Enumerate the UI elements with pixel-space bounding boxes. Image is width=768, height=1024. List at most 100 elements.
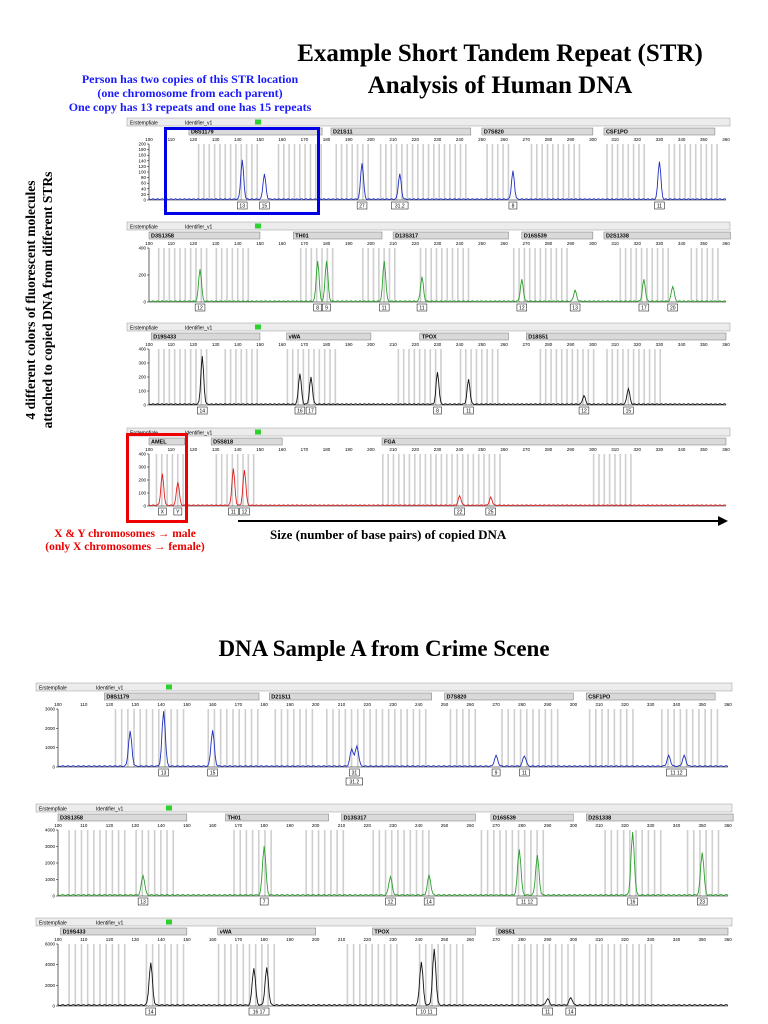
x-tick-label: 330 (656, 241, 664, 246)
x-tick-label: 130 (212, 447, 220, 452)
allele-bin (592, 454, 595, 506)
allele-box (463, 406, 474, 415)
allele-bin (220, 454, 223, 506)
x-tick-label: 320 (633, 342, 641, 347)
allele-box (454, 507, 465, 516)
allele-bin (561, 944, 563, 1006)
size-arrow (238, 516, 728, 526)
allele-bin (307, 349, 310, 405)
panel-header-id: Identifier_v1 (185, 431, 212, 437)
allele-bin (542, 944, 545, 1006)
allele-bin (277, 144, 280, 200)
allele-bin (189, 349, 192, 405)
locus-label: CSF1PO (588, 695, 611, 701)
allele-box (294, 406, 306, 415)
allele-box (508, 201, 518, 210)
allele-bin (635, 248, 638, 302)
locus-label: D19S433 (63, 930, 86, 936)
allele-bin (711, 248, 714, 302)
x-tick-label: 150 (256, 137, 264, 142)
allele-bin (313, 349, 315, 405)
x-tick-label: 150 (256, 447, 264, 452)
allele-bin (613, 709, 616, 767)
allele-bin (358, 944, 361, 1006)
allele-bin (378, 830, 381, 896)
x-tick-label: 300 (589, 241, 597, 246)
allele-bin (182, 944, 185, 1006)
locus-label: D8S1179 (191, 130, 214, 136)
allele-bin (640, 248, 643, 302)
allele-bin (573, 144, 575, 200)
annotation-two-copies: Person has two copies of this STR locati… (40, 72, 340, 114)
allele-bin (233, 830, 235, 896)
x-tick-label: 340 (678, 342, 686, 347)
annotation-line: One copy has 13 repeats and one has 15 r… (68, 100, 312, 114)
allele-label: 17 (308, 409, 314, 415)
allele-bin (486, 349, 488, 405)
allele-bin (388, 248, 391, 302)
allele-bin (438, 144, 440, 200)
allele-label: 11 12 (521, 900, 533, 906)
allele-bin (226, 248, 228, 302)
allele-bin (679, 709, 682, 767)
allele-bin (387, 454, 389, 506)
allele-bin (157, 709, 160, 767)
side-label-line: 4 different colors of fluorescent molecu… (23, 180, 38, 420)
allele-bin (236, 454, 239, 506)
allele-bin (578, 144, 581, 200)
allele-bin (544, 349, 547, 405)
x-tick-label: 230 (434, 137, 442, 142)
allele-bin (632, 944, 634, 1006)
allele-bin (567, 144, 570, 200)
allele-bin (512, 248, 515, 302)
allele-bin (427, 144, 430, 200)
allele-box (173, 507, 183, 516)
allele-bin (530, 830, 532, 896)
allele-bin (155, 454, 158, 506)
allele-bin (534, 248, 536, 302)
panel-svg-green: Erstempfiale Identifier_v1 D3S1358 TH01 D13S… (35, 803, 734, 906)
allele-box (305, 406, 317, 415)
allele-bin (539, 349, 542, 405)
allele-label: 11 (231, 510, 236, 516)
allele-bin (384, 830, 387, 896)
x-tick-label: 120 (190, 447, 198, 452)
allele-bin (477, 454, 480, 506)
allele-bin (153, 830, 156, 896)
panel-red: Erstempfiale Identifier_v1 AMEL D5S818 FGA 10… (126, 427, 731, 524)
y-tick-label: 400 (138, 452, 146, 457)
x-tick-label: 270 (523, 447, 531, 452)
allele-bin (351, 144, 353, 200)
panel-status-indicator (166, 805, 172, 811)
allele-bin (182, 709, 185, 767)
x-tick-label: 330 (647, 937, 655, 942)
allele-label: 15 (626, 409, 632, 415)
allele-label: 11 (419, 306, 424, 312)
panel-header-left: Erstempfiale (130, 121, 158, 127)
allele-bin (74, 944, 77, 1006)
allele-bin (236, 248, 239, 302)
allele-bin (425, 248, 427, 302)
panel-svg-green: Erstempfiale Identifier_v1 D3S1358 TH01 D13S… (126, 221, 731, 312)
allele-bin (662, 248, 664, 302)
allele-bin (105, 830, 108, 896)
x-axis-label: Size (number of base pairs) of copied DN… (270, 527, 507, 542)
allele-bin (421, 830, 424, 896)
allele-bin (375, 709, 378, 767)
allele-label: 22 (457, 510, 463, 516)
x-tick-label: 150 (256, 342, 264, 347)
allele-bin (320, 144, 322, 200)
allele-bin (323, 830, 326, 896)
allele-bin (245, 830, 248, 896)
trace-green (57, 831, 729, 897)
x-tick-label: 260 (500, 137, 508, 142)
allele-bin (346, 944, 349, 1006)
allele-bin (619, 248, 622, 302)
allele-bin (486, 144, 488, 200)
allele-bin (619, 454, 622, 506)
allele-label: 16 17 (253, 1010, 266, 1016)
y-tick-label: 1000 (45, 745, 56, 750)
panel-header (126, 117, 731, 127)
locus-label: D13S317 (395, 234, 418, 240)
allele-bin (252, 454, 255, 506)
